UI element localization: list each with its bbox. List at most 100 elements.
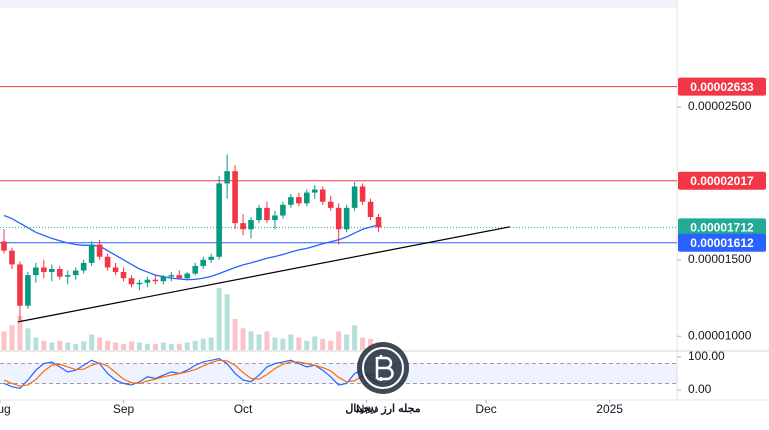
candle-body — [248, 220, 254, 230]
moving-average — [3, 214, 379, 281]
volume-bar — [33, 337, 39, 350]
candle-body — [343, 207, 350, 230]
volume-bar — [272, 337, 278, 350]
candle-body — [311, 189, 318, 193]
candle-body — [367, 201, 374, 218]
volume-bar — [344, 334, 350, 350]
candle-body — [375, 217, 382, 228]
volume-bar — [184, 342, 190, 350]
volume-bar — [328, 340, 334, 350]
candle-body — [17, 264, 23, 306]
volume-bar — [296, 337, 302, 350]
price-level-badge — [678, 171, 766, 190]
candle-body — [128, 278, 135, 285]
candle-body — [351, 186, 358, 208]
volume-bar — [256, 334, 262, 350]
volume-bar — [248, 331, 254, 350]
volume-bar — [9, 325, 15, 350]
candle-body — [319, 189, 326, 202]
candle-body — [288, 197, 294, 205]
watermark-ring — [362, 347, 404, 389]
candle-body — [176, 275, 183, 279]
volume-bar — [216, 288, 222, 350]
volume-bar — [73, 343, 79, 350]
y-tick-label: 0.00001000 — [688, 328, 752, 342]
candle-body — [240, 223, 246, 230]
volume-bar — [1, 331, 7, 350]
volume-bar — [144, 343, 150, 350]
oscillator-band — [0, 363, 677, 384]
volume-bar — [368, 338, 374, 350]
volume-bar — [25, 328, 31, 350]
volume-bar — [336, 331, 342, 350]
candle-body — [96, 244, 103, 257]
top-strip — [0, 0, 677, 8]
x-tick-label: Aug — [0, 402, 11, 416]
price-level-label: 0.00002017 — [690, 174, 754, 188]
volume-bar — [360, 337, 366, 350]
candle-body — [48, 268, 55, 273]
volume-bar — [208, 337, 214, 350]
candle-body — [335, 207, 342, 230]
candle-body — [152, 279, 159, 282]
candle-body — [136, 282, 143, 285]
volume-bar — [105, 340, 111, 350]
candle-body — [72, 270, 79, 276]
candle-body — [208, 256, 214, 260]
volume-bar — [49, 342, 55, 350]
volume-bar — [264, 331, 270, 350]
price-level-badge — [678, 218, 766, 237]
oscillator-tick-label: 100.00 — [688, 349, 725, 363]
x-tick-label: Dec — [475, 402, 496, 416]
candle-body — [9, 250, 15, 265]
volume-bar — [312, 336, 318, 350]
volume-bar — [320, 338, 326, 350]
price-level-badge — [678, 233, 766, 252]
price-level-badge — [678, 77, 766, 96]
candle-body — [304, 192, 310, 204]
trendline — [17, 226, 511, 323]
candle-body — [33, 267, 39, 276]
candle-body — [264, 207, 270, 221]
candle-body — [112, 267, 119, 273]
candle-body — [296, 197, 302, 204]
watermark-text: مجله ارز دیجیتال — [345, 403, 420, 415]
volume-bar — [176, 343, 182, 350]
candle-body — [200, 259, 207, 266]
volume-bar — [97, 337, 103, 350]
volume-bar — [89, 334, 95, 350]
candle-body — [1, 241, 7, 251]
y-tick-label: 0.00002500 — [688, 99, 752, 113]
candle-body — [104, 256, 111, 268]
oscillator-line — [3, 359, 379, 387]
candle-body — [216, 183, 222, 257]
volume-bar — [81, 341, 87, 350]
volume-bar — [288, 334, 294, 350]
volume-bar — [128, 341, 134, 350]
volume-bar — [224, 294, 230, 350]
candle-body — [184, 273, 191, 279]
volume-bar — [240, 328, 246, 350]
volume-bar — [352, 325, 358, 350]
candle-body — [56, 268, 63, 277]
volume-bar — [160, 342, 166, 350]
candle-body — [232, 171, 238, 224]
volume-bar — [168, 343, 174, 350]
volume-bar — [65, 342, 71, 350]
volume-bar — [113, 342, 119, 350]
oscillator-tick-label: 0.00 — [688, 382, 712, 396]
watermark-icon — [375, 355, 394, 381]
candle-body — [88, 244, 95, 263]
x-tick-label: Oct — [234, 402, 253, 416]
candle-body — [41, 267, 47, 273]
x-tick-label: Sep — [113, 402, 135, 416]
candle-body — [224, 171, 230, 184]
candle-body — [192, 265, 199, 274]
candle-body — [144, 279, 151, 283]
volume-bar — [192, 340, 198, 350]
volume-bar — [280, 338, 286, 350]
candle-body — [256, 207, 262, 221]
price-level-label: 0.00002633 — [690, 80, 754, 94]
volume-bar — [232, 319, 238, 350]
